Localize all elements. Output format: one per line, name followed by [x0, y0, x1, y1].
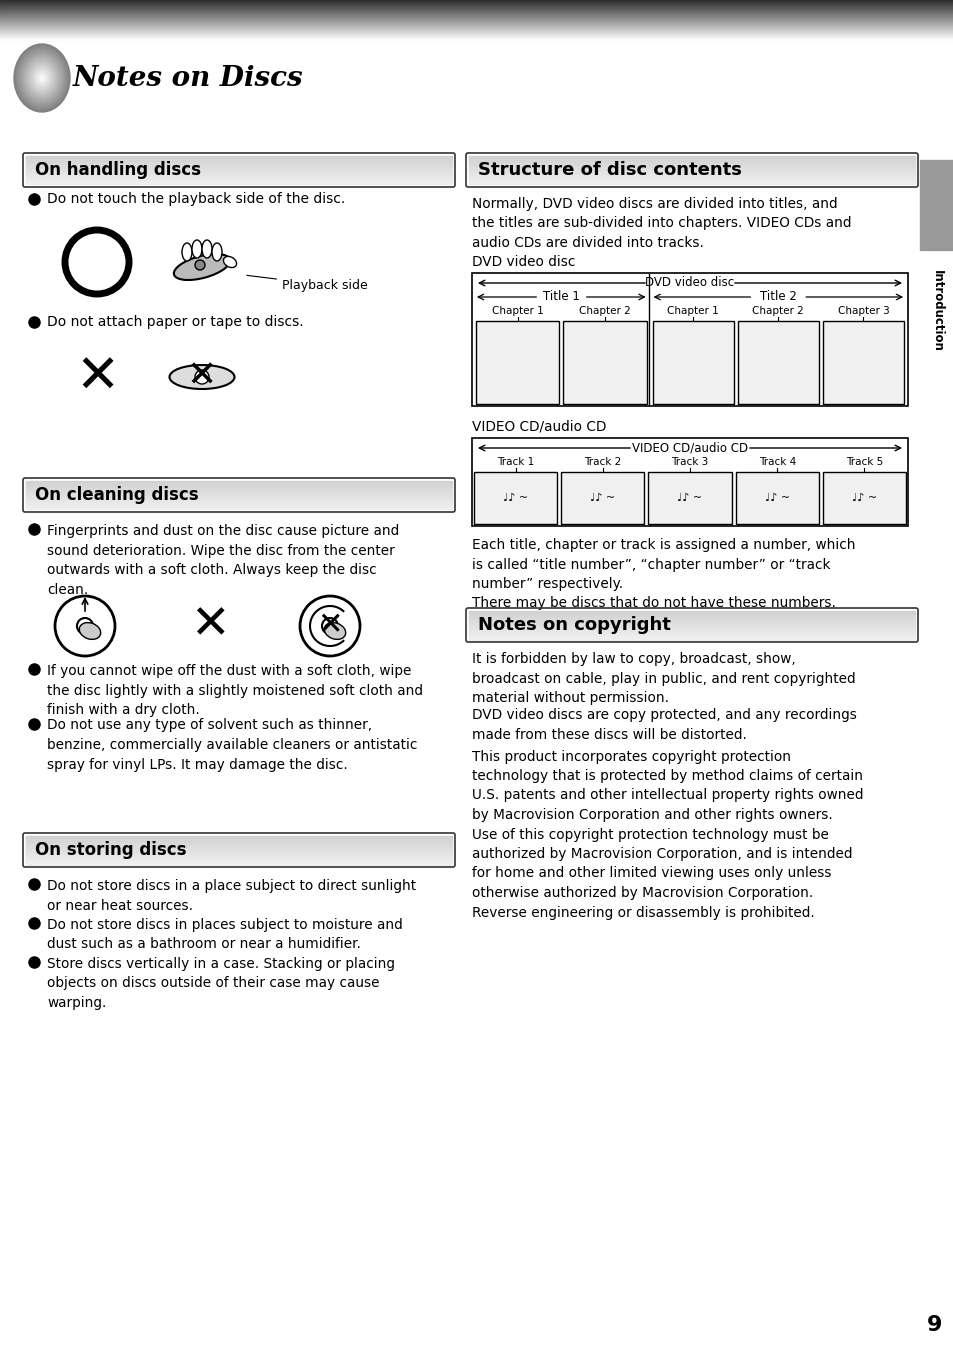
Ellipse shape: [33, 67, 51, 88]
Ellipse shape: [79, 623, 101, 639]
Bar: [562, 321, 646, 404]
Text: ✕: ✕: [187, 360, 217, 394]
Bar: [915, 1308, 953, 1339]
Bar: [476, 321, 558, 404]
Ellipse shape: [182, 243, 192, 262]
Text: ♩♪ ~: ♩♪ ~: [851, 493, 876, 503]
Ellipse shape: [25, 58, 59, 98]
Text: ♩♪ ~: ♩♪ ~: [590, 493, 615, 503]
Text: DVD video discs are copy protected, and any recordings
made from these discs wil: DVD video discs are copy protected, and …: [472, 709, 856, 741]
Bar: [472, 438, 907, 526]
Ellipse shape: [223, 256, 236, 267]
Ellipse shape: [35, 70, 49, 86]
Text: On handling discs: On handling discs: [35, 160, 201, 179]
Text: ✕: ✕: [317, 612, 342, 640]
Text: It is forbidden by law to copy, broadcast, show,
broadcast on cable, play in pub: It is forbidden by law to copy, broadcas…: [472, 652, 855, 705]
Ellipse shape: [18, 49, 66, 106]
Text: Chapter 1: Chapter 1: [491, 306, 543, 315]
Bar: [919, 160, 953, 249]
Ellipse shape: [32, 66, 51, 90]
Text: Chapter 3: Chapter 3: [837, 306, 888, 315]
Text: Notes on Discs: Notes on Discs: [73, 66, 303, 93]
Circle shape: [194, 369, 209, 384]
Text: Do not store discs in places subject to moisture and
dust such as a bathroom or : Do not store discs in places subject to …: [47, 918, 402, 952]
Ellipse shape: [192, 240, 202, 257]
Circle shape: [194, 260, 205, 270]
Text: Chapter 1: Chapter 1: [666, 306, 719, 315]
Ellipse shape: [24, 55, 60, 100]
Ellipse shape: [36, 71, 48, 85]
Ellipse shape: [27, 59, 57, 97]
Text: Introduction: Introduction: [929, 270, 943, 352]
Text: ♩♪ ~: ♩♪ ~: [677, 493, 701, 503]
Bar: [822, 321, 903, 404]
Text: Do not attach paper or tape to discs.: Do not attach paper or tape to discs.: [47, 315, 303, 329]
Ellipse shape: [28, 61, 56, 94]
Ellipse shape: [39, 74, 45, 81]
Bar: [648, 472, 731, 524]
Ellipse shape: [20, 51, 65, 105]
Ellipse shape: [17, 47, 67, 109]
Text: Playback side: Playback side: [247, 275, 367, 291]
Text: DVD video disc: DVD video disc: [472, 255, 575, 270]
Text: Do not store discs in a place subject to direct sunlight
or near heat sources.: Do not store discs in a place subject to…: [47, 879, 416, 913]
Text: On cleaning discs: On cleaning discs: [35, 487, 198, 504]
Ellipse shape: [14, 44, 70, 112]
Text: Track 2: Track 2: [583, 457, 620, 466]
Text: 9: 9: [926, 1316, 942, 1335]
Ellipse shape: [170, 365, 234, 390]
Text: ♩♪ ~: ♩♪ ~: [502, 493, 528, 503]
Text: Title 1: Title 1: [542, 291, 579, 303]
Text: Do not use any type of solvent such as thinner,
benzine, commercially available : Do not use any type of solvent such as t…: [47, 718, 417, 771]
Ellipse shape: [212, 243, 222, 262]
Ellipse shape: [21, 53, 63, 104]
Text: VIDEO CD/audio CD: VIDEO CD/audio CD: [472, 421, 606, 434]
Text: ✕: ✕: [74, 350, 119, 403]
Text: DVD video disc: DVD video disc: [645, 276, 734, 290]
Text: Do not touch the playback side of the disc.: Do not touch the playback side of the di…: [47, 191, 345, 206]
Text: Fingerprints and dust on the disc cause picture and
sound deterioration. Wipe th: Fingerprints and dust on the disc cause …: [47, 524, 399, 597]
Ellipse shape: [202, 240, 212, 257]
Ellipse shape: [30, 65, 53, 92]
Text: Each title, chapter or track is assigned a number, which
is called “title number: Each title, chapter or track is assigned…: [472, 538, 855, 611]
Ellipse shape: [30, 63, 54, 93]
Text: Structure of disc contents: Structure of disc contents: [477, 160, 741, 179]
Text: ✕: ✕: [190, 604, 230, 648]
Text: Normally, DVD video discs are divided into titles, and
the titles are sub-divide: Normally, DVD video discs are divided in…: [472, 197, 851, 249]
Ellipse shape: [22, 54, 62, 102]
Ellipse shape: [173, 253, 230, 280]
Bar: [735, 472, 818, 524]
Ellipse shape: [324, 623, 345, 639]
Text: Chapter 2: Chapter 2: [752, 306, 803, 315]
Text: Track 1: Track 1: [497, 457, 534, 466]
Text: Notes on copyright: Notes on copyright: [477, 616, 670, 634]
Text: This product incorporates copyright protection
technology that is protected by m: This product incorporates copyright prot…: [472, 749, 862, 919]
Text: VIDEO CD/audio CD: VIDEO CD/audio CD: [631, 442, 747, 454]
Text: Track 4: Track 4: [758, 457, 795, 466]
Text: Title 2: Title 2: [759, 291, 796, 303]
Bar: [474, 472, 557, 524]
Bar: [560, 472, 643, 524]
Text: Track 3: Track 3: [671, 457, 708, 466]
Bar: [652, 321, 733, 404]
Ellipse shape: [41, 77, 43, 80]
Text: Store discs vertically in a case. Stacking or placing
objects on discs outside o: Store discs vertically in a case. Stacki…: [47, 957, 395, 1010]
Bar: [737, 321, 818, 404]
Text: If you cannot wipe off the dust with a soft cloth, wipe
the disc lightly with a : If you cannot wipe off the dust with a s…: [47, 665, 422, 717]
Text: ♩♪ ~: ♩♪ ~: [764, 493, 789, 503]
Text: Track 5: Track 5: [845, 457, 882, 466]
Text: Chapter 2: Chapter 2: [578, 306, 630, 315]
Bar: [472, 274, 907, 406]
Bar: [821, 472, 905, 524]
Ellipse shape: [38, 73, 46, 84]
Text: On storing discs: On storing discs: [35, 841, 186, 859]
Ellipse shape: [15, 46, 69, 111]
